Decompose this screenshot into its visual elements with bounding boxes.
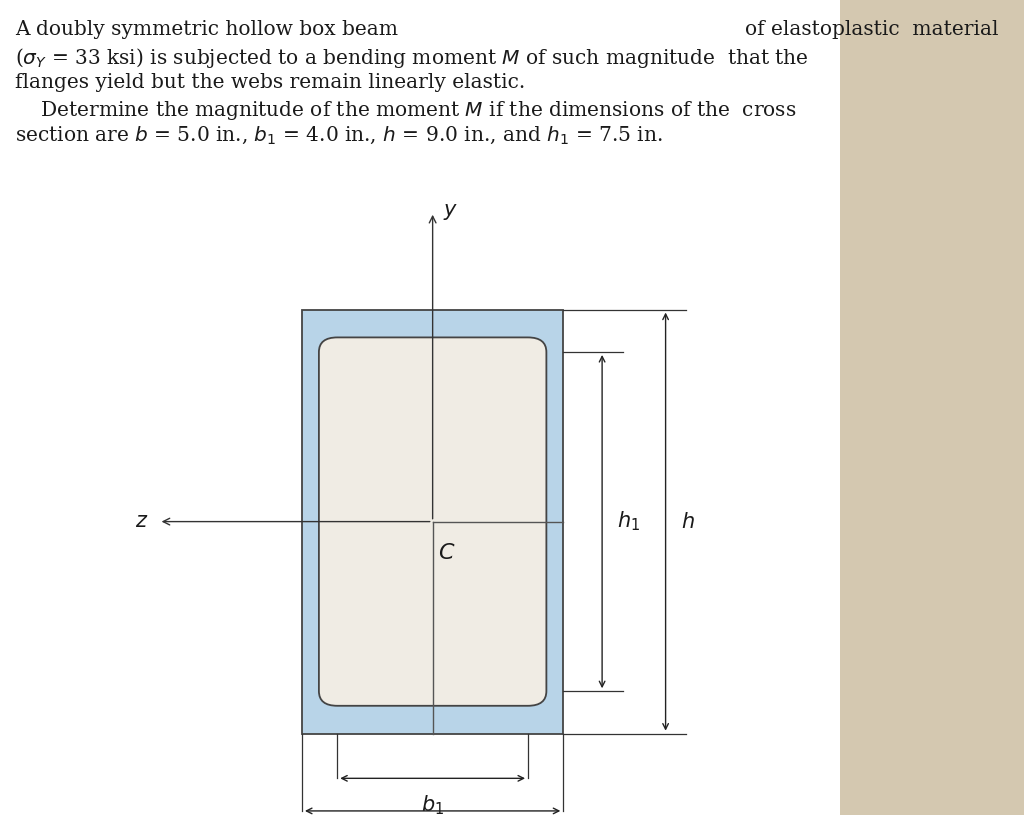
Text: $h_1$: $h_1$ xyxy=(617,510,641,533)
Text: $h$: $h$ xyxy=(681,512,694,531)
Text: $z$: $z$ xyxy=(135,512,148,531)
FancyBboxPatch shape xyxy=(318,337,547,706)
Bar xyxy=(840,0,1024,815)
Text: flanges yield but the webs remain linearly elastic.: flanges yield but the webs remain linear… xyxy=(15,73,525,91)
Text: A doubly symmetric hollow box beam: A doubly symmetric hollow box beam xyxy=(15,20,398,39)
Text: $b_1$: $b_1$ xyxy=(421,793,444,815)
Text: section are $b$ = 5.0 in., $b_1$ = 4.0 in., $h$ = 9.0 in., and $h_1$ = 7.5 in.: section are $b$ = 5.0 in., $b_1$ = 4.0 i… xyxy=(15,125,663,147)
Text: Determine the magnitude of the moment $M$ if the dimensions of the  cross: Determine the magnitude of the moment $M… xyxy=(15,99,797,121)
Text: of elastoplastic  material: of elastoplastic material xyxy=(744,20,998,39)
Text: $C$: $C$ xyxy=(438,542,456,564)
Bar xyxy=(302,310,563,734)
Text: ($\sigma_Y$ = 33 ksi) is subjected to a bending moment $M$ of such magnitude  th: ($\sigma_Y$ = 33 ksi) is subjected to a … xyxy=(15,46,809,70)
Text: $y$: $y$ xyxy=(442,202,458,222)
